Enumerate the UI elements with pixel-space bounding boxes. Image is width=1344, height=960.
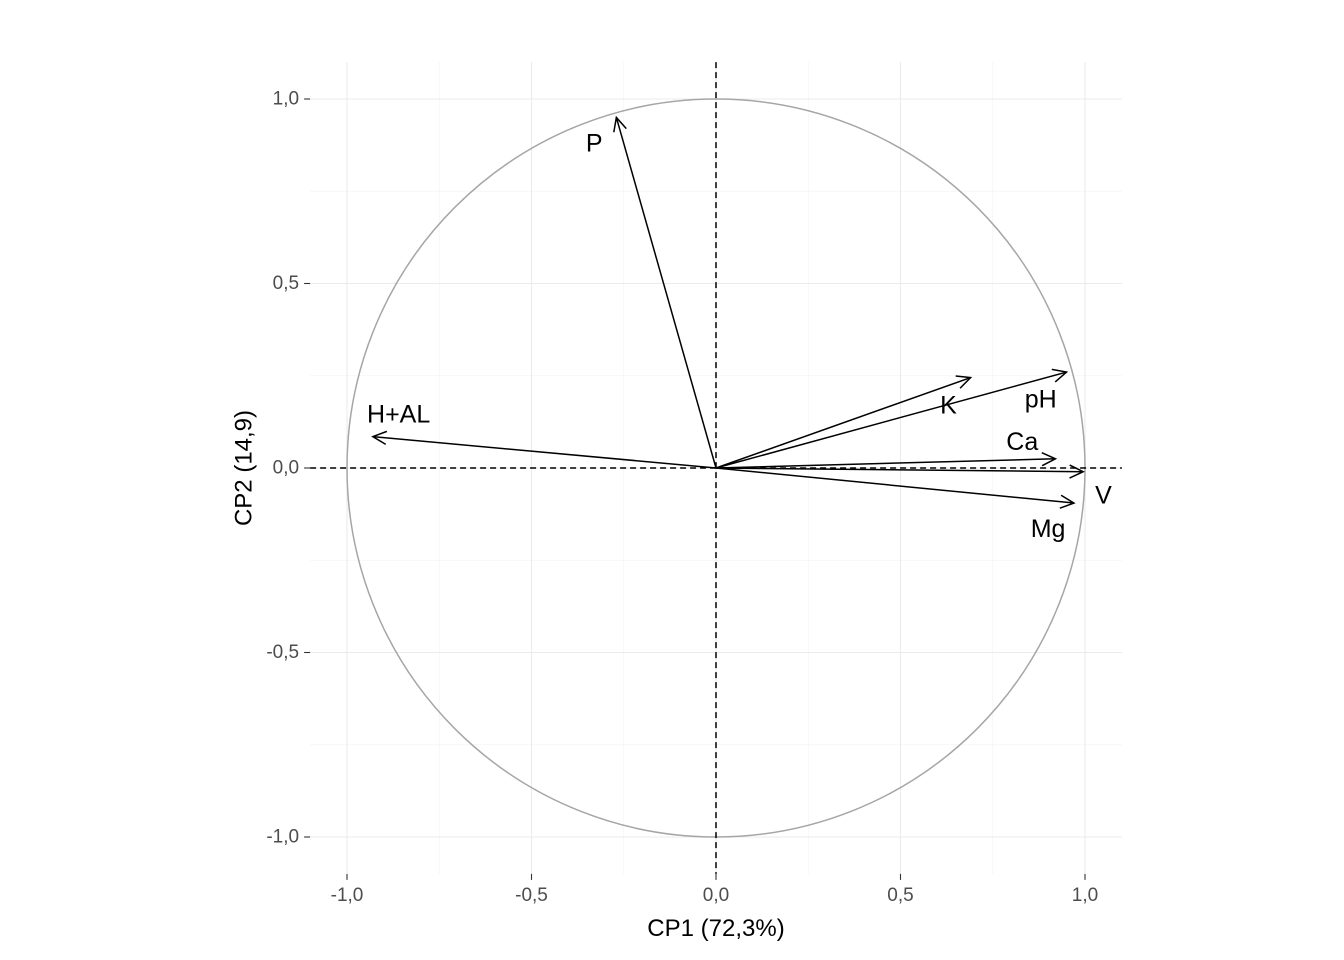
arrowhead-ph — [1051, 368, 1069, 383]
y-axis-title: CP2 (14,9) — [231, 410, 258, 526]
variable-label-ph: pH — [1025, 386, 1057, 414]
arrowhead-k — [955, 375, 973, 389]
x-tick-label: -1,0 — [331, 885, 364, 906]
variable-label-p: P — [586, 129, 603, 157]
arrowhead-p — [613, 115, 627, 133]
y-tick-label: 1,0 — [273, 89, 299, 110]
variable-label-h-al: H+AL — [367, 400, 430, 428]
arrow-ph — [715, 371, 1067, 469]
x-tick-label: 0,5 — [887, 885, 913, 906]
arrow-mg — [715, 467, 1075, 504]
arrow-ca — [715, 458, 1056, 469]
arrowhead-v — [1069, 464, 1085, 479]
arrow-h-al — [372, 435, 717, 469]
x-axis-title: CP1 (72,3%) — [647, 915, 784, 942]
x-tick-label: 0,0 — [703, 885, 729, 906]
variable-arrows — [371, 115, 1085, 509]
arrow-p — [615, 117, 717, 469]
y-tick-label: -1,0 — [266, 827, 299, 848]
x-tick-label: -0,5 — [515, 885, 548, 906]
y-tick-label: 0,5 — [273, 273, 299, 294]
arrowhead-ca — [1041, 451, 1058, 467]
variable-label-mg: Mg — [1031, 515, 1066, 543]
arrowhead-mg — [1059, 494, 1076, 509]
variable-label-v: V — [1095, 482, 1112, 510]
axis-ticks: -1,0 -0,5 0,0 0,5 1,0 -1,0 -0,5 0,0 0,5 1,0 — [266, 89, 1098, 906]
variable-label-ca: Ca — [1006, 428, 1038, 456]
arrowhead-h-al — [371, 430, 388, 445]
y-tick-label: 0,0 — [273, 458, 299, 479]
variable-label-k: K — [940, 391, 957, 419]
x-tick-label: 1,0 — [1072, 885, 1098, 906]
arrow-k — [715, 376, 971, 469]
y-tick-label: -0,5 — [266, 642, 299, 663]
arrow-v — [715, 467, 1084, 473]
